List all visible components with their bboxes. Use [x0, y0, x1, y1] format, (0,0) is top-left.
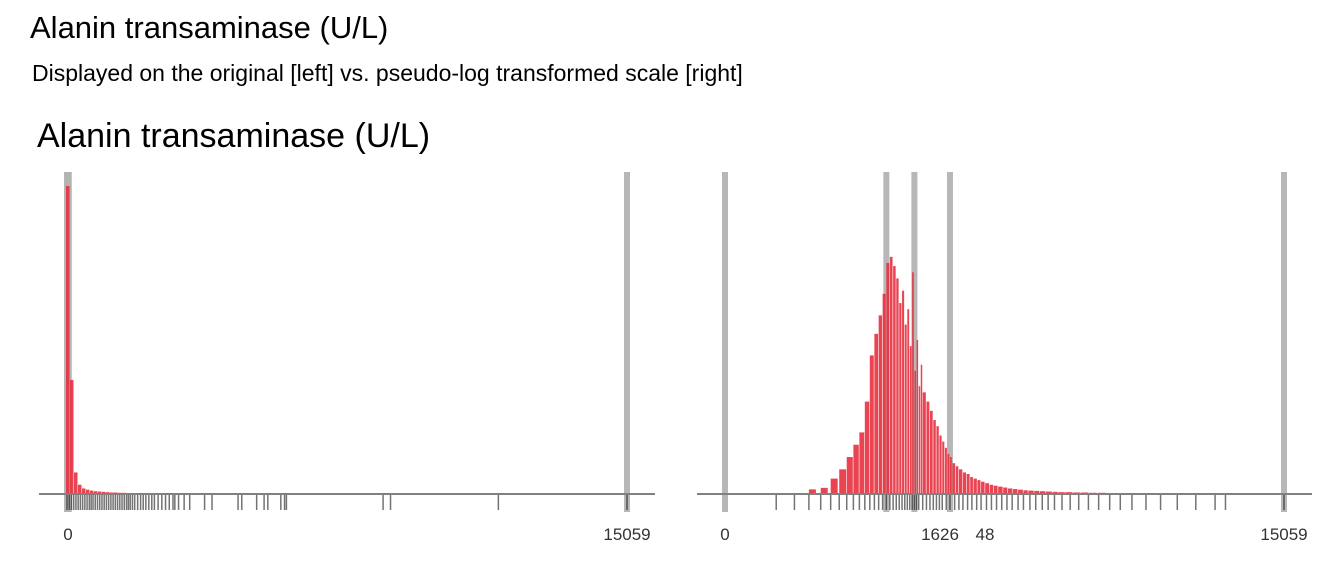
histogram-bar — [914, 370, 916, 494]
histogram-bar — [949, 457, 952, 494]
histogram-bar — [939, 435, 942, 494]
histogram-bar — [74, 472, 78, 494]
histogram-bar — [989, 484, 994, 494]
histogram-bar — [916, 340, 919, 494]
histogram-bar — [1052, 491, 1058, 494]
histogram-bar — [1039, 491, 1046, 494]
histogram-bar — [920, 364, 923, 494]
histogram-bar — [820, 487, 828, 494]
histogram-bar — [947, 453, 950, 494]
histogram-bar — [886, 263, 890, 494]
histogram-bar — [942, 441, 945, 494]
histogram-bar — [909, 346, 912, 494]
panel-title: Alanin transaminase (U/L) — [37, 117, 431, 155]
x-tick-label: 0 — [63, 525, 72, 544]
histogram-bar — [839, 469, 847, 494]
histogram-bar — [1012, 489, 1018, 494]
x-tick-label: 48 — [976, 525, 995, 544]
histogram-bar — [962, 472, 967, 494]
histogram-bar — [864, 401, 870, 494]
histogram-bar — [1018, 489, 1023, 494]
histogram-bar — [66, 186, 70, 494]
right-panel-pseudo-log-scale: 0 1626 48 15059 — [697, 172, 1312, 544]
reference-line — [946, 172, 953, 512]
histogram-bar — [82, 488, 86, 494]
reference-line — [722, 172, 728, 512]
histogram-bar — [902, 290, 905, 494]
histogram-bar — [830, 478, 838, 494]
histogram-bar — [899, 303, 902, 494]
x-tick-label: 0 — [720, 525, 729, 544]
histogram-bar — [882, 293, 886, 494]
histogram-bar — [1007, 488, 1013, 494]
histogram-bar — [958, 469, 963, 494]
histogram-bar — [970, 477, 973, 494]
histogram-bar — [926, 401, 930, 494]
reference-line — [1281, 172, 1287, 512]
histogram-bar — [904, 324, 907, 494]
histogram-bar — [985, 483, 990, 494]
histogram-bar — [929, 410, 933, 494]
histogram-bar — [993, 485, 998, 494]
histogram-bar — [1023, 490, 1028, 494]
histogram-bar — [869, 355, 874, 494]
histogram-bar — [859, 432, 865, 494]
histogram-bar — [977, 480, 981, 494]
histogram-bar — [808, 489, 816, 494]
histogram-bar — [936, 426, 939, 494]
histogram-bar — [70, 380, 74, 494]
histogram-bar — [918, 386, 921, 494]
histogram-bar — [907, 309, 910, 494]
histogram-bar — [1003, 487, 1008, 494]
histogram-bar — [98, 491, 102, 494]
histogram-bar — [90, 490, 94, 494]
histogram-bar — [102, 491, 106, 494]
histogram-bar — [853, 444, 859, 494]
histogram-bar — [955, 466, 959, 494]
histogram-bar — [874, 333, 879, 494]
histogram-bar — [966, 473, 970, 494]
histogram-bar — [981, 481, 985, 494]
histogram-bar — [998, 486, 1003, 494]
histogram-bar — [912, 272, 914, 494]
x-tick-label: 15059 — [603, 525, 650, 544]
histogram-bar — [846, 457, 853, 494]
histogram-bar — [944, 447, 947, 494]
chart-subtitle: Displayed on the original [left] vs. pse… — [32, 60, 743, 86]
histogram-bar — [896, 278, 899, 494]
histogram-bar — [86, 489, 90, 494]
histogram-bar — [78, 484, 82, 494]
chart-title: Alanin transaminase (U/L) — [30, 10, 389, 45]
left-panel-original-scale: 0 15059 — [39, 172, 655, 544]
histogram-bar — [94, 491, 98, 494]
histogram-bar — [1045, 491, 1052, 494]
x-tick-label: 1626 — [921, 525, 959, 544]
histogram-bar — [933, 420, 936, 494]
histogram-bar — [1034, 490, 1040, 494]
histogram-bar — [952, 463, 956, 494]
histogram-bar — [1028, 490, 1034, 494]
reference-line — [911, 172, 918, 512]
histogram-bar — [893, 266, 896, 494]
histogram-bar — [973, 478, 977, 494]
histogram-bar — [878, 315, 883, 494]
histogram-bar — [889, 256, 893, 494]
x-tick-label: 15059 — [1260, 525, 1307, 544]
reference-line — [624, 172, 630, 512]
histogram-bar — [922, 392, 926, 494]
